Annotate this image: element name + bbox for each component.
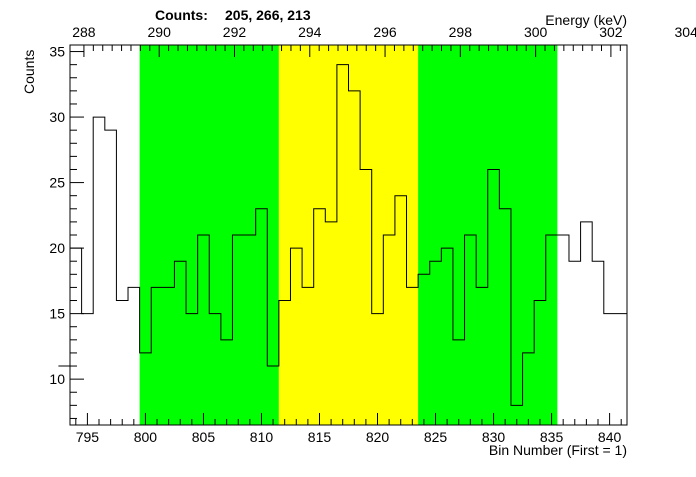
y-tick-label: 35 [49, 44, 65, 60]
region-peak [278, 45, 419, 425]
energy-axis-title: Energy (keV) [545, 12, 627, 28]
energy-tick-label: 296 [373, 24, 397, 40]
x-tick-label: 795 [76, 429, 100, 445]
y-tick-label: 15 [49, 306, 65, 322]
x-tick-label: 830 [482, 429, 506, 445]
histogram-layer [58, 64, 627, 406]
y-axis: 10 15 20 25 30 35 [49, 44, 84, 419]
histogram-line [58, 64, 627, 406]
x-tick-label: 840 [598, 429, 622, 445]
energy-tick-label: 288 [72, 24, 96, 40]
energy-tick-label: 298 [449, 24, 473, 40]
y-tick-label: 30 [49, 109, 65, 125]
energy-tick-label: 304 [675, 24, 696, 40]
x-tick-label: 805 [192, 429, 216, 445]
counts-values: 205, 266, 213 [225, 7, 311, 23]
y-tick-label: 25 [49, 175, 65, 191]
x-tick-label: 820 [366, 429, 390, 445]
x-axis: 795 800 805 810 815 820 825 830 835 840 [75, 413, 622, 445]
x-tick-label: 810 [250, 429, 274, 445]
x-axis-title: Bin Number (First = 1) [489, 442, 627, 458]
energy-tick-label: 290 [148, 24, 172, 40]
energy-tick-label: 302 [599, 24, 623, 40]
energy-axis: 288 290 292 294 296 298 300 302 304 [72, 24, 696, 57]
x-tick-label: 800 [134, 429, 158, 445]
counts-label: Counts: [155, 7, 208, 23]
energy-tick-label: 292 [223, 24, 247, 40]
y-tick-label: 10 [49, 371, 65, 387]
y-tick-label: 20 [49, 240, 65, 256]
x-tick-label: 825 [424, 429, 448, 445]
x-tick-label: 835 [540, 429, 564, 445]
energy-tick-label: 300 [524, 24, 548, 40]
energy-tick-label: 294 [298, 24, 322, 40]
y-axis-title: Counts [21, 50, 37, 94]
x-tick-label: 815 [308, 429, 332, 445]
